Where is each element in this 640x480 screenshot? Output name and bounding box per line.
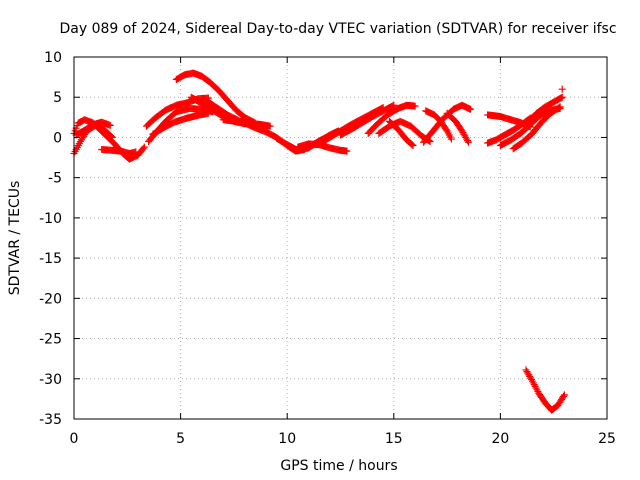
- series-arc-18: [364, 101, 419, 137]
- tick-labels: 0 5 10 15 20 25 10 5 0 -5 -10 -15 -20 -25 -30 -35: [39, 50, 616, 447]
- data-point: [464, 138, 472, 146]
- series-arc-17: [337, 101, 398, 139]
- data-point: [409, 141, 417, 149]
- series-arc-20: [386, 117, 417, 149]
- data-point: [557, 94, 565, 102]
- data-point: [132, 148, 140, 156]
- axis-ticks: [73, 56, 608, 420]
- data-point: [560, 391, 568, 399]
- y-tick-label: -10: [39, 211, 62, 227]
- data-point: [558, 93, 566, 101]
- data-point: [106, 121, 114, 129]
- data-point: [447, 135, 455, 143]
- series-arc-28: [524, 93, 566, 125]
- y-tick-label: -35: [39, 412, 62, 428]
- data-point: [467, 105, 475, 113]
- data-point: [464, 137, 472, 145]
- y-tick-label: -5: [48, 171, 62, 187]
- x-tick-label: 10: [278, 431, 296, 447]
- data-point: [343, 147, 351, 155]
- series-arc-04: [72, 118, 114, 139]
- y-tick-label: -25: [39, 332, 62, 348]
- y-tick-label: -30: [39, 372, 62, 388]
- series-arc-03: [98, 146, 140, 158]
- x-tick-label: 0: [70, 431, 79, 447]
- y-tick-label: 10: [44, 50, 62, 66]
- data-point: [139, 144, 147, 152]
- x-axis-label: GPS time / hours: [280, 458, 397, 474]
- x-tick-label: 20: [491, 431, 509, 447]
- data-point: [408, 141, 416, 149]
- x-tick-label: 15: [385, 431, 403, 447]
- plot-frame: [73, 56, 608, 420]
- data-point: [555, 104, 563, 112]
- y-tick-label: -15: [39, 251, 62, 267]
- data-point: [411, 102, 419, 110]
- x-tick-label: 5: [176, 431, 185, 447]
- data-point: [559, 392, 567, 400]
- data-points: [70, 69, 568, 414]
- x-tick-label: 25: [598, 431, 616, 447]
- series-arc-29: [522, 366, 568, 414]
- data-point: [558, 85, 566, 93]
- series-arc-23: [443, 109, 472, 146]
- y-tick-label: 0: [53, 130, 62, 146]
- series-arc-22: [422, 107, 455, 143]
- y-axis-label: SDTVAR / TECUs: [7, 181, 23, 296]
- y-tick-label: 5: [53, 90, 62, 106]
- y-tick-label: -20: [39, 291, 62, 307]
- data-point: [140, 143, 148, 151]
- data-point: [556, 103, 564, 111]
- data-point: [266, 122, 274, 130]
- chart-title: Day 089 of 2024, Sidereal Day-to-day VTE…: [59, 21, 616, 37]
